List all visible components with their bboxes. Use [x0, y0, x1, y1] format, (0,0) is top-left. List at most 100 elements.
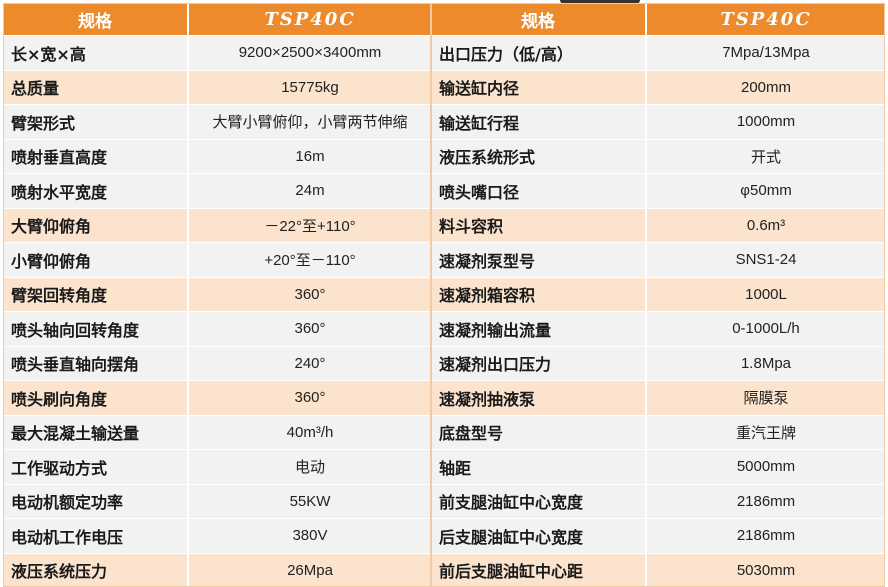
table-row: 速凝剂输出流量 0-1000L/h [431, 311, 885, 346]
table-row: 速凝剂抽液泵 隔膜泵 [431, 380, 885, 415]
table-row: 料斗容积 0.6m³ [431, 207, 885, 243]
decorative-bar [560, 0, 640, 4]
spec-value: 360° [188, 380, 431, 415]
table-row: 液压系统形式 开式 [431, 138, 885, 174]
spec-value: 1.8Mpa [646, 345, 885, 381]
spec-label: 速凝剂出口压力 [431, 345, 647, 381]
spec-value: 隔膜泵 [646, 380, 885, 415]
table-row: 速凝剂泵型号 SNS1-24 [431, 242, 885, 277]
spec-label: 喷射垂直高度 [3, 138, 189, 174]
spec-label: 输送缸行程 [431, 104, 647, 139]
spec-label: 速凝剂输出流量 [431, 311, 647, 346]
table-row: 总质量 15775kg [3, 69, 431, 105]
table-row: 喷头刷向角度 360° [3, 380, 431, 415]
table-row: 输送缸内径 200mm [431, 69, 885, 105]
spec-value: 电动 [188, 449, 431, 484]
spec-value: 55KW [188, 483, 431, 519]
spec-value: 2186mm [646, 518, 885, 553]
spec-label: 臂架回转角度 [3, 276, 189, 312]
table-row: 最大混凝土输送量 40m³/h [3, 414, 431, 450]
table-row: 前支腿油缸中心宽度 2186mm [431, 483, 885, 519]
spec-table-right: 规格 TSP40C 出口压力（低/高） 7Mpa/13Mpa 输送缸内径 200mm 输… [431, 3, 885, 587]
spec-label: 喷头轴向回转角度 [3, 311, 189, 346]
spec-label: 臂架形式 [3, 104, 189, 139]
table-header-row: 规格 TSP40C [3, 3, 431, 36]
spec-table-left: 规格 TSP40C 长×宽×高 9200×2500×3400mm 总质量 15775k… [3, 3, 431, 587]
spec-value: 26Mpa [188, 552, 431, 587]
table-row: 后支腿油缸中心宽度 2186mm [431, 518, 885, 553]
spec-label: 速凝剂抽液泵 [431, 380, 647, 415]
spec-label: 喷头刷向角度 [3, 380, 189, 415]
header-spec: 规格 [431, 3, 647, 36]
spec-value: 360° [188, 311, 431, 346]
spec-label: 液压系统形式 [431, 138, 647, 174]
spec-value: 1000mm [646, 104, 885, 139]
spec-label: 大臂仰俯角 [3, 207, 189, 243]
spec-label: 喷头嘴口径 [431, 173, 647, 208]
header-spec: 规格 [3, 3, 189, 36]
table-row: 喷头垂直轴向摆角 240° [3, 345, 431, 381]
table-row: 速凝剂出口压力 1.8Mpa [431, 345, 885, 381]
table-row: 液压系统压力 26Mpa [3, 552, 431, 587]
spec-label: 电动机额定功率 [3, 483, 189, 519]
spec-label: 电动机工作电压 [3, 518, 189, 553]
spec-value: 24m [188, 173, 431, 208]
spec-label: 出口压力（低/高） [431, 35, 647, 70]
spec-value: 0.6m³ [646, 207, 885, 243]
table-row: 长×宽×高 9200×2500×3400mm [3, 35, 431, 70]
spec-value: φ50mm [646, 173, 885, 208]
header-model: TSP40C [646, 3, 885, 36]
spec-value: 开式 [646, 138, 885, 174]
table-row: 喷射水平宽度 24m [3, 173, 431, 208]
table-row: 出口压力（低/高） 7Mpa/13Mpa [431, 35, 885, 70]
spec-value: 16m [188, 138, 431, 174]
spec-label: 轴距 [431, 449, 647, 484]
table-row: 输送缸行程 1000mm [431, 104, 885, 139]
spec-table: 规格 TSP40C 出口压力（低/高） 7Mpa/13Mpa 输送缸内径 200mm 输… [431, 3, 885, 587]
spec-value: 200mm [646, 69, 885, 105]
spec-label: 底盘型号 [431, 414, 647, 450]
table-row: 电动机工作电压 380V [3, 518, 431, 553]
spec-label: 输送缸内径 [431, 69, 647, 105]
spec-value: －22°至+110° [188, 207, 431, 243]
spec-table: 规格 TSP40C 长×宽×高 9200×2500×3400mm 总质量 15775k… [3, 3, 431, 587]
table-header-row: 规格 TSP40C [431, 3, 885, 36]
spec-label: 液压系统压力 [3, 552, 189, 587]
spec-value: 240° [188, 345, 431, 381]
spec-label: 长×宽×高 [3, 35, 189, 70]
spec-value: 40m³/h [188, 414, 431, 450]
table-row: 工作驱动方式 电动 [3, 449, 431, 484]
spec-value: SNS1-24 [646, 242, 885, 277]
spec-label: 速凝剂泵型号 [431, 242, 647, 277]
header-model: TSP40C [188, 3, 431, 36]
spec-label: 前支腿油缸中心宽度 [431, 483, 647, 519]
table-row: 臂架形式 大臂小臂俯仰，小臂两节伸缩 [3, 104, 431, 139]
table-row: 轴距 5000mm [431, 449, 885, 484]
table-row: 喷头嘴口径 φ50mm [431, 173, 885, 208]
table-row: 喷头轴向回转角度 360° [3, 311, 431, 346]
table-row: 小臂仰俯角 +20°至－110° [3, 242, 431, 277]
spec-value: 1000L [646, 276, 885, 312]
spec-label: 工作驱动方式 [3, 449, 189, 484]
table-row: 底盘型号 重汽王牌 [431, 414, 885, 450]
spec-value: 7Mpa/13Mpa [646, 35, 885, 70]
table-row: 前后支腿油缸中心距 5030mm [431, 552, 885, 587]
spec-value: 2186mm [646, 483, 885, 519]
spec-value: 15775kg [188, 69, 431, 105]
spec-value: +20°至－110° [188, 242, 431, 277]
spec-value: 大臂小臂俯仰，小臂两节伸缩 [188, 104, 431, 139]
spec-label: 小臂仰俯角 [3, 242, 189, 277]
spec-value: 360° [188, 276, 431, 312]
spec-label: 速凝剂箱容积 [431, 276, 647, 312]
spec-label: 料斗容积 [431, 207, 647, 243]
spec-value: 380V [188, 518, 431, 553]
spec-label: 前后支腿油缸中心距 [431, 552, 647, 587]
spec-label: 最大混凝土输送量 [3, 414, 189, 450]
table-row: 喷射垂直高度 16m [3, 138, 431, 174]
spec-label: 喷射水平宽度 [3, 173, 189, 208]
table-row: 速凝剂箱容积 1000L [431, 276, 885, 312]
spec-value: 9200×2500×3400mm [188, 35, 431, 70]
spec-value: 0-1000L/h [646, 311, 885, 346]
table-row: 大臂仰俯角 －22°至+110° [3, 207, 431, 243]
spec-value: 5030mm [646, 552, 885, 587]
